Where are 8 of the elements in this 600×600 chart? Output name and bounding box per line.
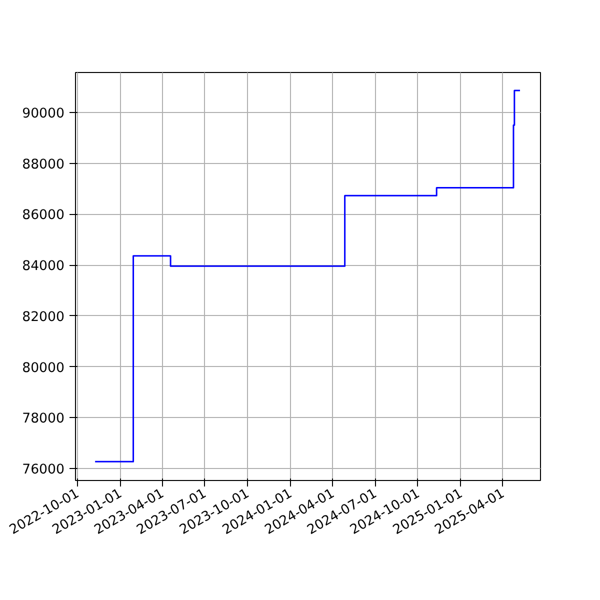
y-tick-label: 86000 [22, 208, 65, 224]
y-tick-label: 88000 [22, 157, 65, 172]
y-tick-label: 80000 [22, 360, 65, 376]
y-tick-label: 82000 [22, 310, 65, 325]
y-tick-label: 78000 [22, 412, 65, 427]
y-tick-label: 76000 [22, 462, 65, 478]
y-tick-label: 90000 [22, 106, 65, 122]
y-tick-label: 84000 [22, 259, 65, 274]
